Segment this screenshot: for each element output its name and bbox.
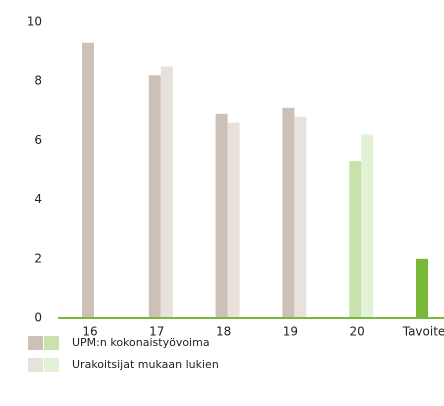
- bar: [294, 116, 307, 318]
- legend-swatch: [44, 358, 59, 372]
- bar: [148, 75, 161, 318]
- bar: [227, 122, 240, 318]
- bar: [416, 258, 428, 318]
- bar: [160, 66, 173, 319]
- legend-swatch: [44, 336, 59, 350]
- legend-swatch: [28, 336, 43, 350]
- x-tick-label: 19: [283, 325, 298, 339]
- bar: [82, 42, 94, 318]
- x-tick-label: 16: [82, 325, 97, 339]
- bar: [215, 113, 228, 318]
- y-tick-label: 0: [34, 311, 42, 325]
- x-tick-label: 17: [149, 325, 164, 339]
- x-tick-label: Tavoite: [402, 325, 444, 339]
- y-tick-label: 6: [34, 133, 42, 147]
- legend-label: UPM:n kokonaistyövoima: [72, 336, 210, 349]
- y-tick-label: 4: [34, 192, 42, 206]
- y-tick-label: 8: [34, 74, 42, 88]
- legend-swatch: [28, 358, 43, 372]
- bar: [361, 134, 374, 318]
- legend-label: Urakoitsijat mukaan lukien: [72, 358, 219, 371]
- bar: [349, 161, 362, 318]
- y-tick-label: 2: [34, 251, 42, 265]
- x-tick-label: 20: [350, 325, 365, 339]
- x-tick-label: 18: [216, 325, 231, 339]
- bar: [282, 107, 295, 318]
- y-tick-label: 10: [27, 15, 42, 29]
